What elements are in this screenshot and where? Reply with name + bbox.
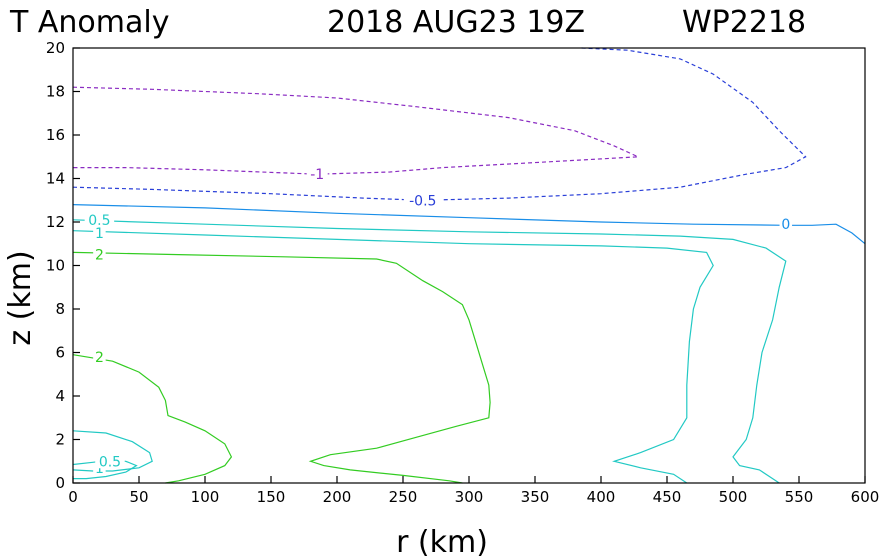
contour-neg05-label: -0.5 xyxy=(409,193,436,209)
contour-neg1-label: -1 xyxy=(310,167,324,183)
x-tick-label: 300 xyxy=(455,488,484,506)
contour-pos05 xyxy=(72,219,787,484)
y-tick-label: 16 xyxy=(46,126,65,144)
contour-neg05 xyxy=(72,47,807,201)
contour-pos1-label: 1 xyxy=(95,226,104,242)
x-tick-label: 550 xyxy=(785,488,814,506)
chart-title-datetime: 2018 AUG23 19Z xyxy=(327,5,585,40)
x-tick-label: 0 xyxy=(68,488,78,506)
contour-pos05-inner-label: 0.5 xyxy=(99,454,121,470)
contour-pos05-inner-label-bg xyxy=(95,453,125,469)
contour-pos05-label: 0.5 xyxy=(88,213,110,229)
y-tick-label: 14 xyxy=(46,170,65,188)
chart-title-storm: WP2218 xyxy=(682,5,806,40)
y-tick-label: 10 xyxy=(46,257,65,275)
x-tick-label: 150 xyxy=(257,488,286,506)
contour-zero-label: 0 xyxy=(781,217,790,233)
chart-title-variable: T Anomaly xyxy=(9,5,169,40)
contour-neg1 xyxy=(72,86,639,175)
x-tick-label: 500 xyxy=(719,488,748,506)
y-tick-label: 12 xyxy=(46,213,65,231)
x-tick-label: 250 xyxy=(389,488,418,506)
contour-pos2-upper-label-bg xyxy=(93,246,106,262)
x-tick-label: 100 xyxy=(191,488,220,506)
x-tick-label: 50 xyxy=(129,488,148,506)
contour-neg1-label-bg xyxy=(306,166,328,182)
y-tick-label: 8 xyxy=(55,300,65,318)
y-tick-label: 2 xyxy=(55,431,65,449)
y-tick-label: 4 xyxy=(55,387,65,405)
plot-frame xyxy=(72,47,866,484)
contour-zero xyxy=(72,204,866,245)
contour-pos2-lower-label: 2 xyxy=(95,350,104,366)
axis-layer: 0 50 100 150 200 250 300 350 400 450 500 550 6000246… xyxy=(46,39,879,506)
y-tick-label: 6 xyxy=(55,344,65,362)
x-tick-label: 200 xyxy=(323,488,352,506)
contour-pos2-lower xyxy=(72,354,233,484)
contour-pos1-inner-label: 1 xyxy=(95,461,104,477)
y-tick-label: 0 xyxy=(55,474,65,492)
x-tick-label: 600 xyxy=(851,488,879,506)
contour-pos2-upper-label: 2 xyxy=(95,248,104,264)
contour-neg05-label-bg xyxy=(403,192,442,208)
contour-pos1 xyxy=(72,230,714,484)
contour-pos2-upper xyxy=(72,251,491,484)
y-tick-label: 18 xyxy=(46,83,65,101)
x-axis-label: r (km) xyxy=(396,525,488,559)
y-axis-label: z (km) xyxy=(3,250,38,345)
contour-pos1-label-bg xyxy=(93,224,106,240)
contour-zero-label-bg xyxy=(779,216,793,232)
x-tick-label: 350 xyxy=(521,488,550,506)
contour-pos2-lower-label-bg xyxy=(93,348,106,364)
x-tick-label: 400 xyxy=(587,488,616,506)
contour-pos05-label-bg xyxy=(84,211,115,227)
y-tick-label: 20 xyxy=(46,39,65,57)
x-tick-label: 450 xyxy=(653,488,682,506)
